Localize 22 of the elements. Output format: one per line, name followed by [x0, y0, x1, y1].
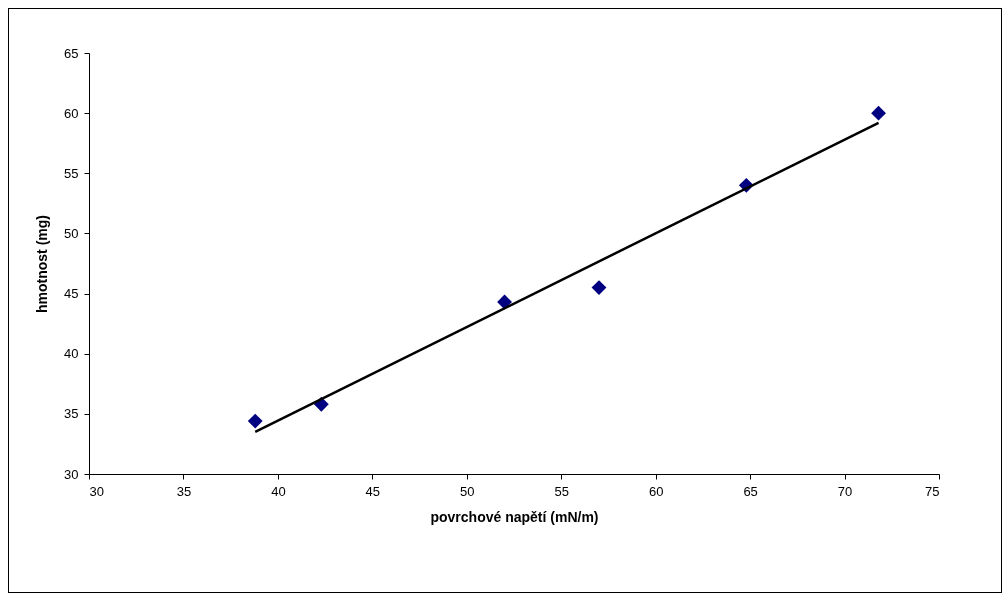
x-tick-label: 65 — [743, 483, 758, 499]
x-tick-label: 75 — [925, 483, 940, 499]
y-tick-label: 40 — [64, 346, 79, 362]
point — [871, 105, 886, 121]
x-tick-label: 60 — [648, 483, 664, 499]
y-tick-label: 35 — [64, 406, 79, 422]
y-tick-label: 55 — [64, 165, 79, 181]
x-axis-title: povrchové napětí (mN/m) — [430, 508, 599, 525]
y-tick-label: 30 — [64, 466, 79, 482]
y-axis-title: hmotnost (mg) — [34, 215, 51, 313]
y-tick-label: 45 — [64, 286, 79, 302]
x-tick-label: 35 — [176, 483, 192, 499]
point — [247, 413, 263, 429]
x-tick-label: 55 — [554, 483, 569, 499]
y-tick-label: 60 — [64, 105, 79, 121]
x-tick-label: 40 — [271, 483, 286, 499]
x-tick-label: 70 — [837, 483, 853, 499]
x-tick-label: 45 — [365, 483, 381, 499]
y-tick-label: 65 — [64, 45, 79, 61]
x-tick-label: 30 — [89, 483, 104, 499]
y-tick-label: 50 — [64, 225, 79, 241]
x-tick-label: 50 — [460, 483, 475, 499]
